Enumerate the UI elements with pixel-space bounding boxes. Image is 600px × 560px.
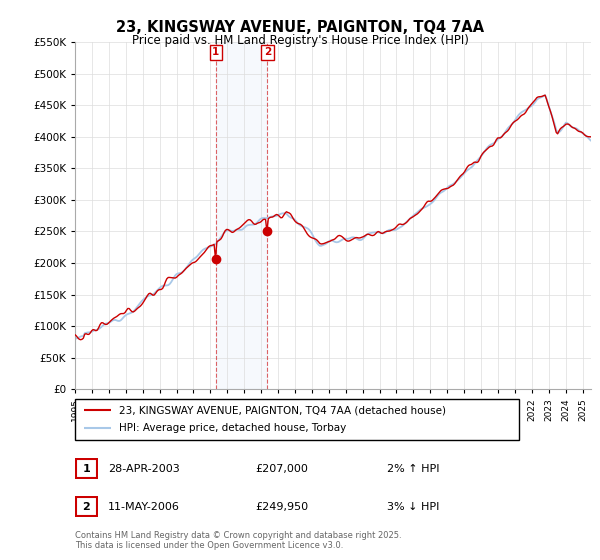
Text: 11-MAY-2006: 11-MAY-2006 <box>108 502 180 512</box>
Text: 23, KINGSWAY AVENUE, PAIGNTON, TQ4 7AA (detached house): 23, KINGSWAY AVENUE, PAIGNTON, TQ4 7AA (… <box>119 405 446 415</box>
Text: 1: 1 <box>212 47 220 57</box>
Text: 1: 1 <box>83 464 90 474</box>
Text: 23, KINGSWAY AVENUE, PAIGNTON, TQ4 7AA: 23, KINGSWAY AVENUE, PAIGNTON, TQ4 7AA <box>116 20 484 35</box>
Text: £207,000: £207,000 <box>255 464 308 474</box>
Text: 28-APR-2003: 28-APR-2003 <box>108 464 180 474</box>
Text: HPI: Average price, detached house, Torbay: HPI: Average price, detached house, Torb… <box>119 423 347 433</box>
Bar <box>216 42 268 389</box>
Text: 2: 2 <box>83 502 90 512</box>
Text: £249,950: £249,950 <box>255 502 308 512</box>
Text: 2: 2 <box>264 47 271 57</box>
Text: Price paid vs. HM Land Registry's House Price Index (HPI): Price paid vs. HM Land Registry's House … <box>131 34 469 46</box>
Text: 2% ↑ HPI: 2% ↑ HPI <box>387 464 439 474</box>
Text: Contains HM Land Registry data © Crown copyright and database right 2025.
This d: Contains HM Land Registry data © Crown c… <box>75 530 401 550</box>
Text: 3% ↓ HPI: 3% ↓ HPI <box>387 502 439 512</box>
